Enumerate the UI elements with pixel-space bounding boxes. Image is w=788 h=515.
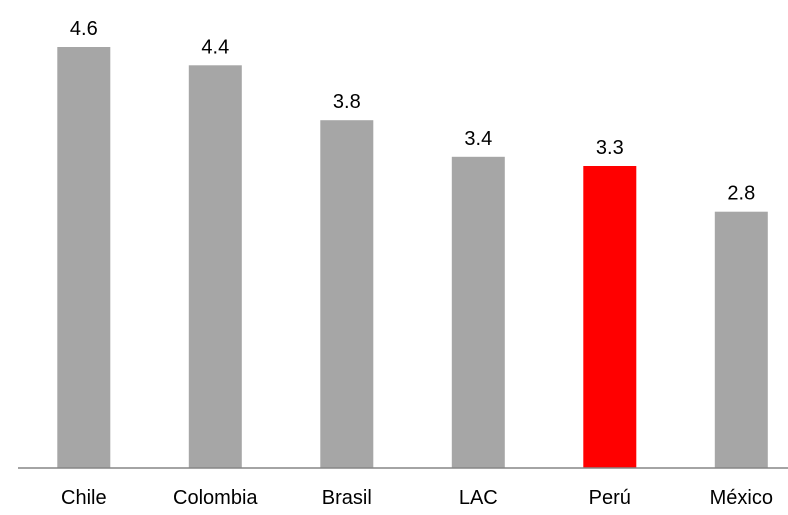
category-label-chile: Chile — [61, 487, 107, 509]
category-label-lac: LAC — [459, 487, 498, 509]
category-labels-group: Chile Colombia Brasil LAC Perú México — [61, 487, 773, 509]
bar-chile — [57, 47, 111, 468]
category-label-mexico: México — [710, 487, 773, 509]
value-label-mexico: 2.8 — [727, 183, 755, 205]
bars-group — [57, 47, 768, 469]
category-label-brasil: Brasil — [322, 487, 372, 509]
category-label-peru: Perú — [589, 487, 631, 509]
category-label-colombia: Colombia — [173, 487, 258, 509]
bar-brasil — [320, 120, 374, 468]
bar-peru — [583, 166, 637, 468]
value-label-brasil: 3.8 — [333, 91, 361, 113]
value-label-chile: 4.6 — [70, 18, 98, 40]
value-label-peru: 3.3 — [596, 137, 624, 159]
bar-colombia — [188, 65, 242, 469]
value-label-lac: 3.4 — [464, 128, 492, 150]
bar-mexico — [714, 211, 768, 468]
bar-lac — [451, 156, 505, 469]
value-labels-group: 4.6 4.4 3.8 3.4 3.3 2.8 — [70, 18, 755, 205]
value-label-colombia: 4.4 — [201, 36, 229, 58]
